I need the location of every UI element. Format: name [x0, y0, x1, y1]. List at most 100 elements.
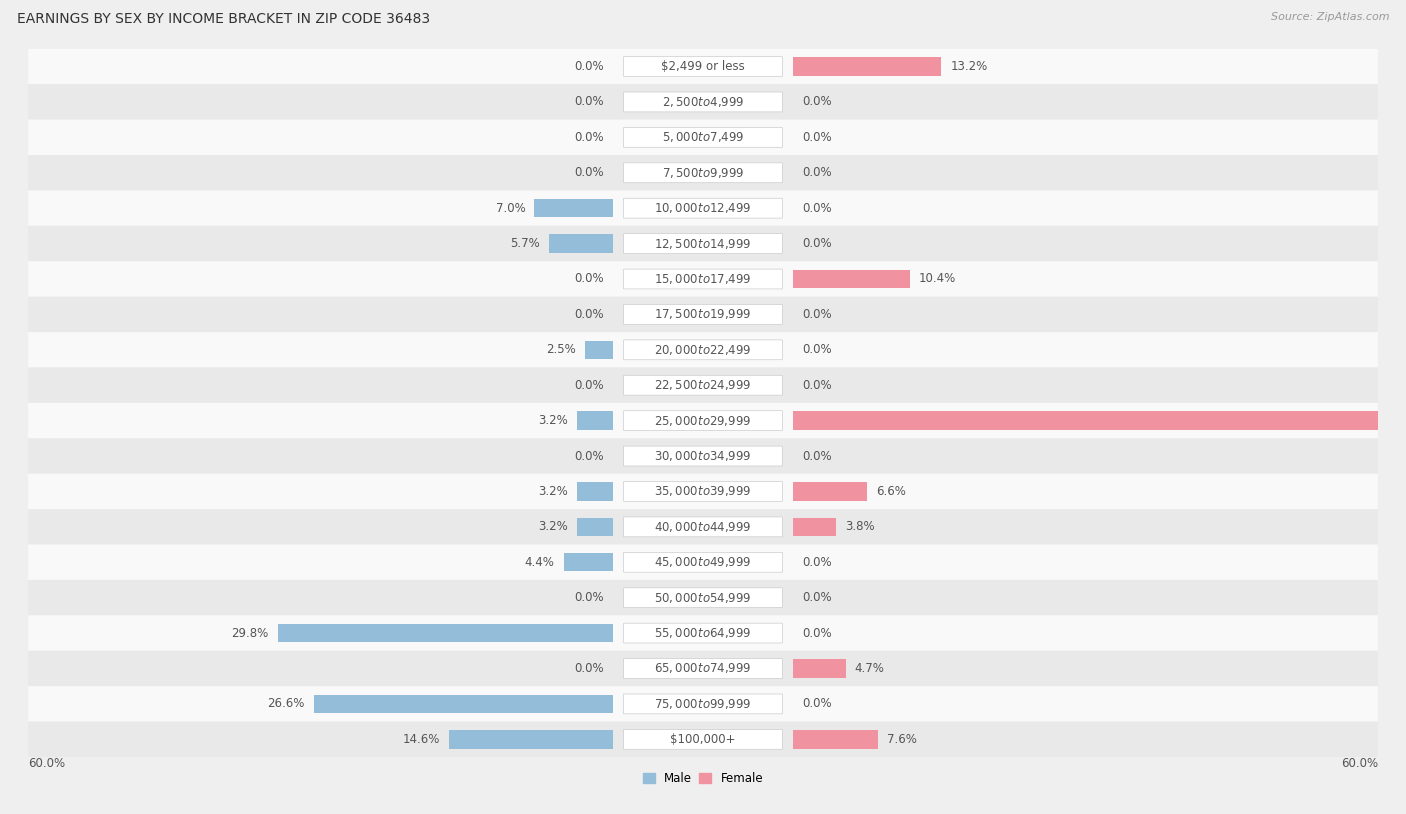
Bar: [548, 234, 613, 253]
Bar: [449, 730, 613, 749]
FancyBboxPatch shape: [624, 588, 782, 607]
Bar: [278, 624, 613, 642]
Text: 0.0%: 0.0%: [575, 591, 605, 604]
FancyBboxPatch shape: [28, 580, 1378, 615]
Text: 13.2%: 13.2%: [950, 60, 987, 73]
Text: 0.0%: 0.0%: [801, 556, 831, 569]
Text: 4.4%: 4.4%: [524, 556, 554, 569]
FancyBboxPatch shape: [624, 694, 782, 714]
Text: 0.0%: 0.0%: [575, 60, 605, 73]
Text: $50,000 to $54,999: $50,000 to $54,999: [654, 591, 752, 605]
Text: $5,000 to $7,499: $5,000 to $7,499: [662, 130, 744, 144]
Text: 0.0%: 0.0%: [801, 202, 831, 215]
Text: 29.8%: 29.8%: [232, 627, 269, 640]
FancyBboxPatch shape: [28, 651, 1378, 686]
Text: $10,000 to $12,499: $10,000 to $12,499: [654, 201, 752, 215]
Text: Source: ZipAtlas.com: Source: ZipAtlas.com: [1271, 12, 1389, 22]
Bar: [576, 518, 613, 536]
Text: 60.0%: 60.0%: [1341, 757, 1378, 770]
FancyBboxPatch shape: [624, 234, 782, 253]
FancyBboxPatch shape: [624, 553, 782, 572]
Text: $100,000+: $100,000+: [671, 733, 735, 746]
FancyBboxPatch shape: [624, 199, 782, 218]
Text: 60.0%: 60.0%: [28, 757, 65, 770]
Bar: [793, 57, 942, 76]
Text: 0.0%: 0.0%: [575, 379, 605, 392]
Text: 0.0%: 0.0%: [801, 698, 831, 711]
FancyBboxPatch shape: [28, 296, 1378, 332]
FancyBboxPatch shape: [624, 57, 782, 77]
Text: 0.0%: 0.0%: [801, 308, 831, 321]
Text: 0.0%: 0.0%: [575, 662, 605, 675]
Text: 3.2%: 3.2%: [538, 520, 568, 533]
Text: EARNINGS BY SEX BY INCOME BRACKET IN ZIP CODE 36483: EARNINGS BY SEX BY INCOME BRACKET IN ZIP…: [17, 12, 430, 26]
Text: 0.0%: 0.0%: [575, 95, 605, 108]
Text: 0.0%: 0.0%: [575, 166, 605, 179]
FancyBboxPatch shape: [28, 120, 1378, 155]
Text: 0.0%: 0.0%: [575, 449, 605, 462]
FancyBboxPatch shape: [28, 686, 1378, 721]
FancyBboxPatch shape: [28, 721, 1378, 757]
FancyBboxPatch shape: [624, 659, 782, 678]
Text: $20,000 to $22,499: $20,000 to $22,499: [654, 343, 752, 357]
Text: 4.7%: 4.7%: [855, 662, 884, 675]
FancyBboxPatch shape: [28, 225, 1378, 261]
FancyBboxPatch shape: [624, 446, 782, 466]
Bar: [564, 553, 613, 571]
Text: 0.0%: 0.0%: [801, 449, 831, 462]
Text: 0.0%: 0.0%: [801, 131, 831, 144]
FancyBboxPatch shape: [624, 517, 782, 536]
Text: 14.6%: 14.6%: [402, 733, 440, 746]
Text: 26.6%: 26.6%: [267, 698, 305, 711]
Text: $55,000 to $64,999: $55,000 to $64,999: [654, 626, 752, 640]
Bar: [793, 518, 835, 536]
Bar: [793, 269, 910, 288]
FancyBboxPatch shape: [624, 411, 782, 431]
FancyBboxPatch shape: [624, 269, 782, 289]
Text: $12,500 to $14,999: $12,500 to $14,999: [654, 237, 752, 251]
FancyBboxPatch shape: [28, 545, 1378, 580]
FancyBboxPatch shape: [28, 438, 1378, 474]
Bar: [576, 482, 613, 501]
Text: $2,500 to $4,999: $2,500 to $4,999: [662, 95, 744, 109]
FancyBboxPatch shape: [28, 510, 1378, 545]
FancyBboxPatch shape: [28, 261, 1378, 296]
Text: $35,000 to $39,999: $35,000 to $39,999: [654, 484, 752, 498]
Text: 0.0%: 0.0%: [801, 344, 831, 357]
Bar: [534, 199, 613, 217]
Text: $30,000 to $34,999: $30,000 to $34,999: [654, 449, 752, 463]
Text: 0.0%: 0.0%: [575, 273, 605, 286]
FancyBboxPatch shape: [28, 190, 1378, 225]
Text: 7.0%: 7.0%: [495, 202, 526, 215]
Text: 0.0%: 0.0%: [575, 131, 605, 144]
Text: 6.6%: 6.6%: [876, 485, 905, 498]
Text: $15,000 to $17,499: $15,000 to $17,499: [654, 272, 752, 286]
FancyBboxPatch shape: [28, 368, 1378, 403]
FancyBboxPatch shape: [28, 332, 1378, 368]
Text: $17,500 to $19,999: $17,500 to $19,999: [654, 308, 752, 322]
Text: $7,500 to $9,999: $7,500 to $9,999: [662, 166, 744, 180]
FancyBboxPatch shape: [28, 403, 1378, 438]
FancyBboxPatch shape: [624, 482, 782, 501]
Text: 0.0%: 0.0%: [801, 627, 831, 640]
Legend: Male, Female: Male, Female: [638, 768, 768, 790]
Text: 3.8%: 3.8%: [845, 520, 875, 533]
Text: $2,499 or less: $2,499 or less: [661, 60, 745, 73]
Text: 0.0%: 0.0%: [801, 379, 831, 392]
Text: $25,000 to $29,999: $25,000 to $29,999: [654, 414, 752, 427]
Bar: [793, 482, 868, 501]
FancyBboxPatch shape: [28, 85, 1378, 120]
Bar: [314, 694, 613, 713]
FancyBboxPatch shape: [624, 729, 782, 749]
Bar: [576, 411, 613, 430]
Bar: [793, 411, 1398, 430]
FancyBboxPatch shape: [624, 624, 782, 643]
Bar: [793, 659, 846, 678]
Text: 0.0%: 0.0%: [801, 166, 831, 179]
Text: 7.6%: 7.6%: [887, 733, 917, 746]
FancyBboxPatch shape: [28, 615, 1378, 651]
Text: 3.2%: 3.2%: [538, 414, 568, 427]
FancyBboxPatch shape: [624, 128, 782, 147]
Text: $45,000 to $49,999: $45,000 to $49,999: [654, 555, 752, 569]
Text: 3.2%: 3.2%: [538, 485, 568, 498]
